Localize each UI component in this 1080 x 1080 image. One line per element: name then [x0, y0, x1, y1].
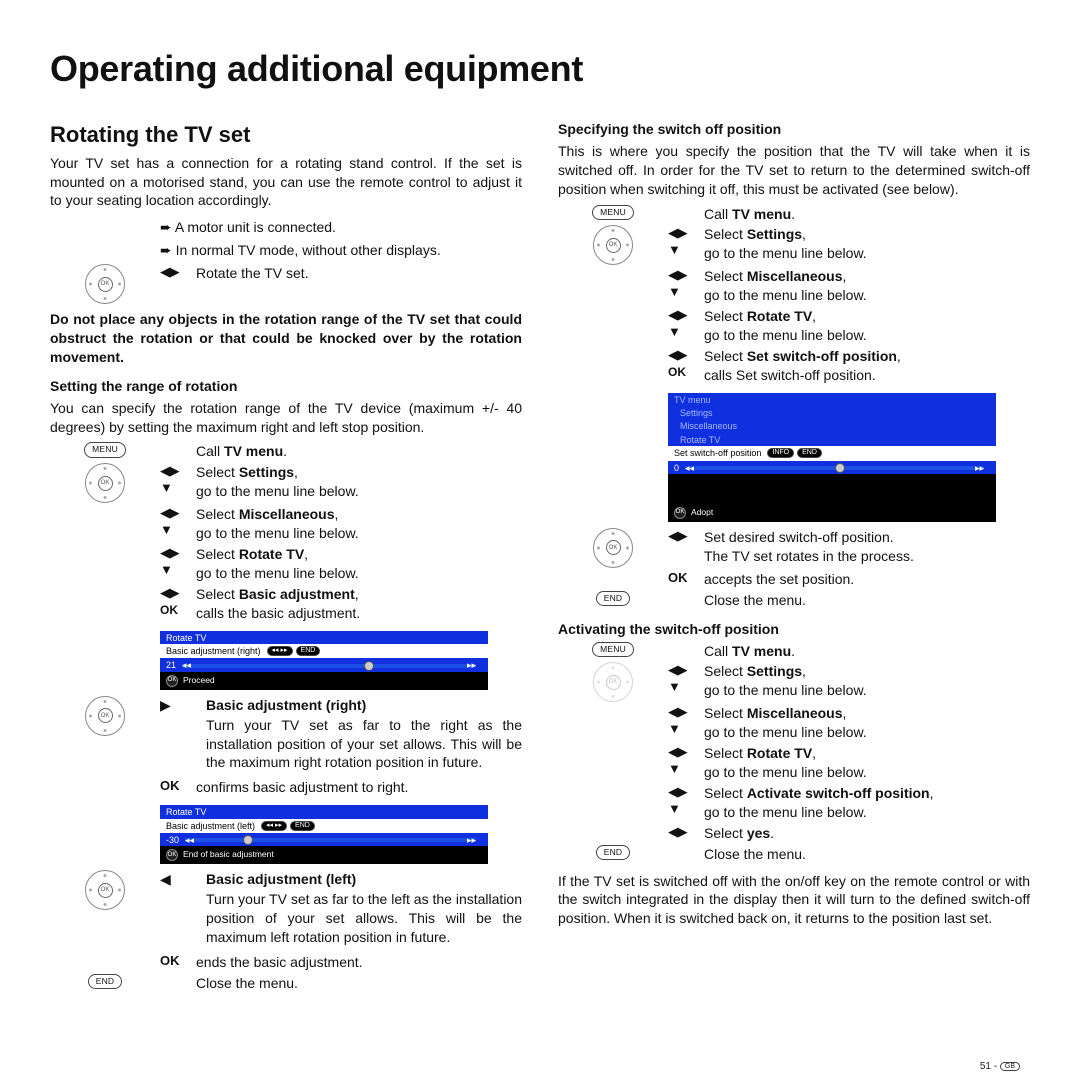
step-menu: MENU Call TV menu.: [50, 442, 522, 461]
step-rotate-tv: ◀ ▶▼ Select Rotate TV,go to the menu lin…: [50, 545, 522, 583]
osd-selected-row: Basic adjustment (right) ◂◂ ▸▸END: [160, 644, 488, 658]
a-step-menu: MENUCall TV menu.: [558, 642, 1030, 661]
step-misc: ◀ ▶▼ Select Miscellaneous,go to the menu…: [50, 505, 522, 543]
ok-dpad-icon: OK: [85, 696, 125, 736]
a-step-settings: OK◀ ▶▼Select Settings,go to the menu lin…: [558, 662, 1030, 702]
menu-button-icon: MENU: [592, 642, 634, 657]
menu-button-icon: MENU: [84, 442, 126, 457]
osd-footer: OKProceed: [160, 672, 488, 690]
page-number: 51 -: [980, 1061, 997, 1072]
osd-basic-right: Rotate TV Basic adjustment (right) ◂◂ ▸▸…: [160, 631, 488, 690]
subhead-switchoff: Specifying the switch off position: [558, 120, 1030, 139]
r-step-set-desired: OK ◀ ▶ Set desired switch-off position.T…: [558, 528, 1030, 568]
a-end-close: ENDClose the menu.: [558, 845, 1030, 864]
r-step-setswitch: ◀ ▶OKSelect Set switch-off position,call…: [558, 347, 1030, 385]
warning-text: Do not place any objects in the rotation…: [50, 310, 522, 367]
basic-left-block: OK ◀ Basic adjustment (left) Turn your T…: [50, 870, 522, 947]
end-button-icon: END: [596, 591, 631, 606]
r-step-menu: MENU Call TV menu.: [558, 205, 1030, 224]
left-column: Rotating the TV set Your TV set has a co…: [50, 120, 522, 995]
basic-right-desc: Turn your TV set as far to the right as …: [206, 716, 522, 773]
page-title: Operating additional equipment: [50, 48, 1030, 90]
r-step-rotate: ◀ ▶▼Select Rotate TV,go to the menu line…: [558, 307, 1030, 345]
ok-dpad-icon: OK: [85, 264, 125, 304]
region-badge: GB: [1000, 1062, 1020, 1071]
rotate-step: OK ◀ ▶ Rotate the TV set.: [50, 264, 522, 304]
prerequisite-2: In normal TV mode, without other display…: [160, 241, 522, 260]
r-step-settings: OK ◀ ▶▼ Select Settings,go to the menu l…: [558, 225, 1030, 265]
prerequisite-1: A motor unit is connected.: [160, 218, 522, 237]
osd-set-switchoff: TV menu Settings Miscellaneous Rotate TV…: [668, 393, 996, 522]
osd-row-label: Basic adjustment (right): [166, 646, 261, 656]
basic-right-title: Basic adjustment (right): [206, 696, 522, 715]
ok-dpad-icon: OK: [593, 528, 633, 568]
slider-knob-icon: [364, 661, 374, 671]
osd-basic-left: Rotate TV Basic adjustment (left)◂◂ ▸▸EN…: [160, 805, 488, 864]
ok-confirm-right: OK confirms basic adjustment to right.: [50, 778, 522, 797]
r-end-close: ENDClose the menu.: [558, 591, 1030, 610]
ok-ends: OK ends the basic adjustment.: [50, 953, 522, 972]
r-ok-accepts: OKaccepts the set position.: [558, 570, 1030, 589]
step-basic-adjust: ◀ ▶OK Select Basic adjustment,calls the …: [50, 585, 522, 623]
right-column: Specifying the switch off position This …: [558, 120, 1030, 995]
range-paragraph: You can specify the rotation range of th…: [50, 399, 522, 437]
step-settings: OK ◀ ▶▼ Select Settings,go to the menu l…: [50, 463, 522, 503]
r-step-misc: ◀ ▶▼Select Miscellaneous,go to the menu …: [558, 267, 1030, 305]
menu-button-icon: MENU: [592, 205, 634, 220]
ok-dpad-icon: OK: [85, 870, 125, 910]
left-right-arrows-icon: ◀ ▶: [160, 463, 178, 478]
manual-page: Operating additional equipment Rotating …: [0, 0, 1080, 1080]
a-step-yes: ◀ ▶Select yes.: [558, 824, 1030, 843]
switchoff-para: This is where you specify the position t…: [558, 142, 1030, 199]
right-arrow-icon: ▶: [160, 697, 171, 713]
intro-paragraph: Your TV set has a connection for a rotat…: [50, 154, 522, 211]
left-arrow-icon: ◀: [160, 871, 171, 887]
ok-dpad-icon: OK: [593, 225, 633, 265]
tv-menu-bold: TV menu: [224, 443, 283, 459]
subhead-range: Setting the range of rotation: [50, 377, 522, 396]
a-step-misc: ◀ ▶▼Select Miscellaneous,go to the menu …: [558, 704, 1030, 742]
end-button-icon: END: [596, 845, 631, 860]
section-heading: Rotating the TV set: [50, 120, 522, 150]
subhead-activate: Activating the switch-off position: [558, 620, 1030, 639]
a-step-rotate: ◀ ▶▼Select Rotate TV,go to the menu line…: [558, 744, 1030, 782]
two-column-layout: Rotating the TV set Your TV set has a co…: [50, 120, 1030, 995]
down-arrow-icon: ▼: [160, 480, 196, 497]
final-paragraph: If the TV set is switched off with the o…: [558, 872, 1030, 929]
end-button-icon: END: [88, 974, 123, 989]
osd-breadcrumb: Rotate TV: [160, 631, 488, 644]
ok-dpad-icon: OK: [593, 662, 633, 702]
end-close: END Close the menu.: [50, 974, 522, 993]
rotate-text: Rotate the TV set.: [196, 264, 522, 283]
basic-right-block: OK ▶ Basic adjustment (right) Turn your …: [50, 696, 522, 773]
ok-dpad-icon: OK: [85, 463, 125, 503]
osd-value: 21: [166, 660, 176, 670]
a-step-activate: ◀ ▶▼Select Activate switch-off position,…: [558, 784, 1030, 822]
osd-slider-row: 21 ◂◂▸▸: [160, 658, 488, 671]
page-footer: 51 - GB: [980, 1061, 1020, 1072]
call-pre: Call: [196, 443, 224, 459]
left-right-arrows-icon: ◀ ▶: [160, 264, 178, 279]
